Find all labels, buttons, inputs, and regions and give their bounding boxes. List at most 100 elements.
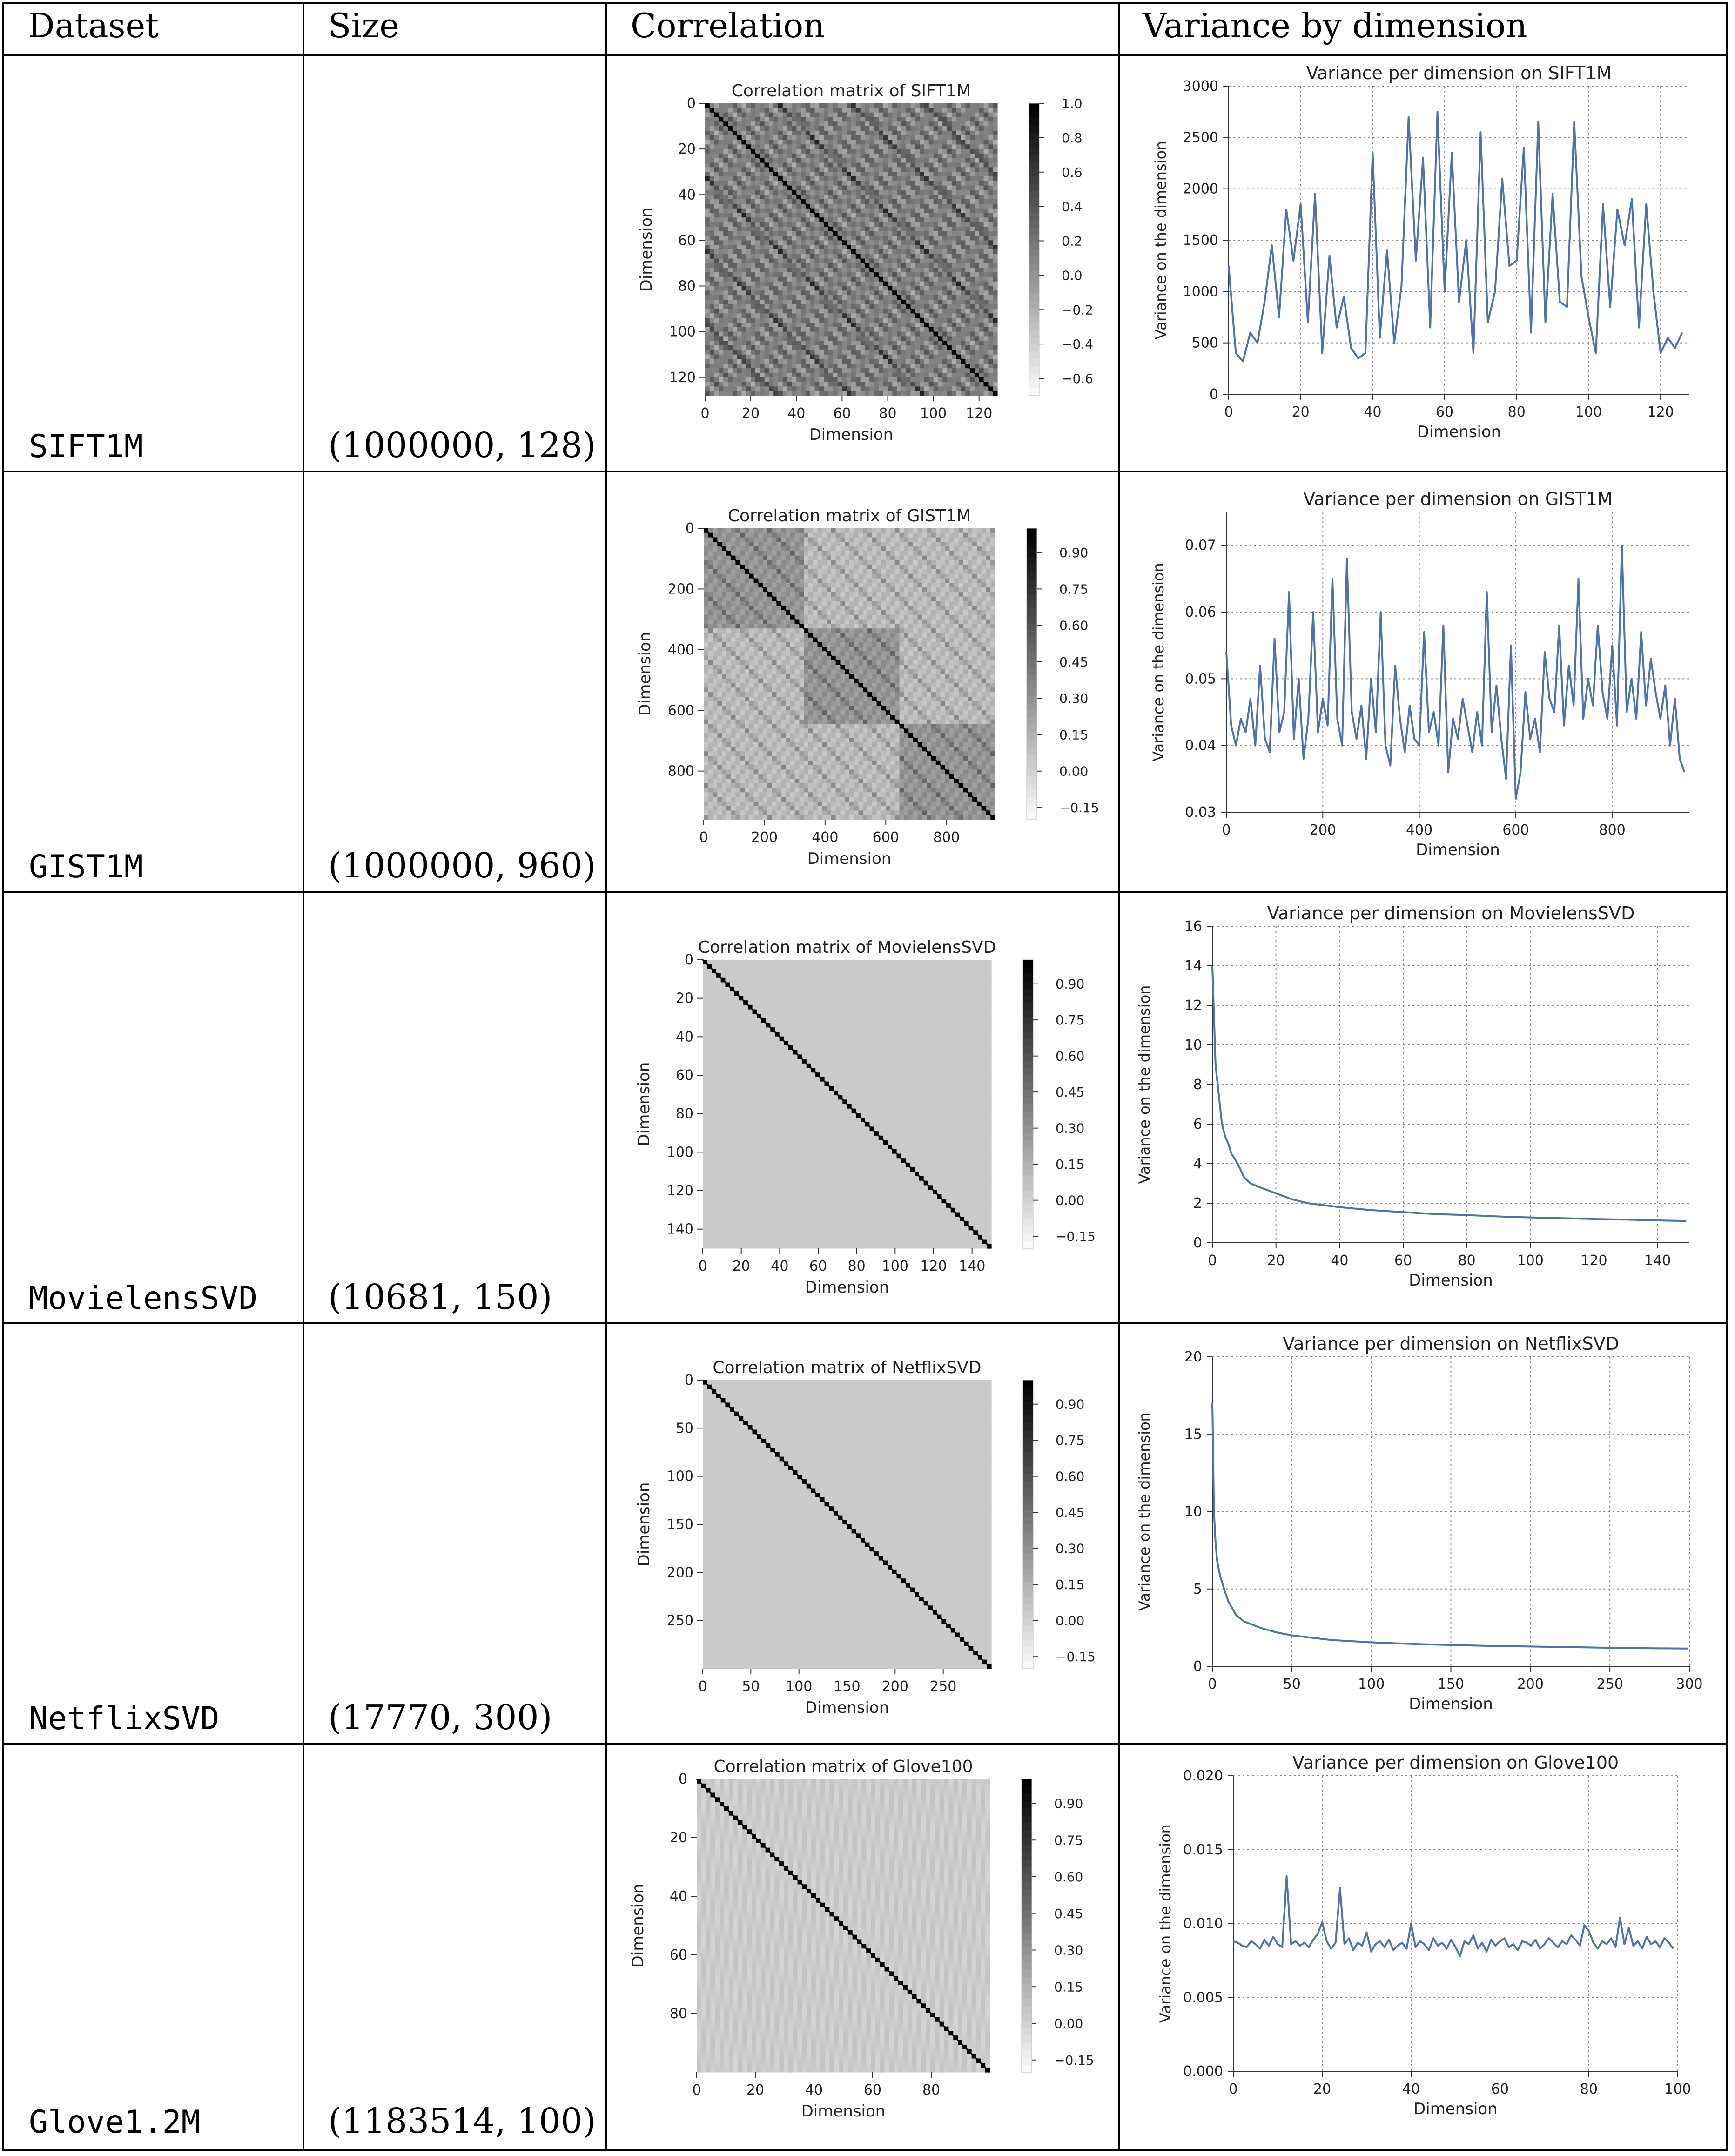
heatmap-cell xyxy=(956,391,961,396)
heatmap-cell xyxy=(801,154,806,158)
heatmap-cell xyxy=(874,222,879,227)
heatmap-cell xyxy=(970,217,975,222)
heatmap-cell xyxy=(879,213,883,218)
heatmap-cell xyxy=(796,304,801,309)
heatmap-cell xyxy=(874,108,879,113)
heatmap-cell xyxy=(801,135,806,140)
heatmap-cell xyxy=(920,167,924,172)
heatmap-cell xyxy=(959,551,963,556)
heatmap-cell xyxy=(733,167,737,172)
heatmap-cell xyxy=(947,231,952,236)
heatmap-cell xyxy=(745,560,749,565)
heatmap-cell xyxy=(970,213,975,218)
heatmap-cell xyxy=(705,222,710,227)
heatmap-cell xyxy=(851,149,856,154)
heatmap-cell xyxy=(988,172,993,176)
heatmap-cell xyxy=(970,359,975,364)
heatmap-cell xyxy=(988,259,993,263)
heatmap-cell xyxy=(854,546,859,551)
heatmap-cell xyxy=(815,318,820,323)
heatmap-cell xyxy=(749,542,754,546)
heatmap-cell xyxy=(856,245,861,249)
heatmap-cell xyxy=(865,245,869,249)
heatmap-cell xyxy=(879,350,883,355)
heatmap-cell xyxy=(751,254,755,259)
heatmap-cell xyxy=(897,144,901,149)
heatmap-cell xyxy=(952,131,956,135)
heatmap-cell xyxy=(773,176,778,181)
heatmap-cell xyxy=(984,135,989,140)
heatmap-cell xyxy=(749,546,754,551)
heatmap-cell xyxy=(828,272,833,277)
heatmap-cell xyxy=(815,309,820,314)
heatmap-cell xyxy=(833,364,838,368)
heatmap-cell xyxy=(883,144,888,149)
heatmap-cell xyxy=(787,300,792,304)
heatmap-cell xyxy=(728,359,733,364)
heatmap-cell xyxy=(796,227,801,231)
heatmap-cell xyxy=(888,236,893,241)
heatmap-cell xyxy=(881,565,886,569)
heatmap-cell xyxy=(970,290,975,295)
heatmap-cell xyxy=(842,131,847,135)
heatmap-cell xyxy=(934,254,938,259)
heatmap-cell xyxy=(892,373,897,377)
heatmap-cell xyxy=(929,195,934,199)
heatmap-cell xyxy=(746,158,751,163)
heatmap-cell xyxy=(929,355,934,359)
heatmap-cell xyxy=(952,263,956,268)
heatmap-cell xyxy=(892,391,897,396)
heatmap-cell xyxy=(979,386,984,391)
heatmap-cell xyxy=(934,172,938,176)
heatmap-cell xyxy=(865,163,869,168)
heatmap-cell xyxy=(929,373,934,377)
heatmap-cell xyxy=(941,533,945,538)
heatmap-cell xyxy=(778,217,783,222)
heatmap-cell xyxy=(710,323,714,327)
heatmap-cell xyxy=(824,149,828,154)
heatmap-cell xyxy=(942,186,947,190)
heatmap-cell xyxy=(965,282,970,286)
heatmap-cell xyxy=(984,121,989,126)
y-tick-label: 2000 xyxy=(1183,181,1218,197)
heatmap-cell xyxy=(947,332,952,337)
heatmap-cell xyxy=(956,304,961,309)
heatmap-cell xyxy=(856,176,861,181)
heatmap-cell xyxy=(988,300,993,304)
heatmap-cell xyxy=(795,560,800,565)
heatmap-cell xyxy=(961,323,966,327)
heatmap-cell xyxy=(733,227,737,231)
heatmap-cell xyxy=(869,368,874,373)
heatmap-cell xyxy=(728,386,733,391)
heatmap-cell xyxy=(833,355,838,359)
heatmap-cell xyxy=(746,154,751,158)
heatmap-cell xyxy=(869,121,874,126)
heatmap-cell xyxy=(824,167,828,172)
heatmap-cell xyxy=(719,240,723,245)
heatmap-cell xyxy=(827,574,831,579)
heatmap-cell xyxy=(906,231,911,236)
heatmap-cell xyxy=(831,528,836,533)
heatmap-cell xyxy=(845,533,849,538)
heatmap-cell xyxy=(963,546,968,551)
heatmap-cell xyxy=(751,186,755,190)
heatmap-cell xyxy=(765,149,769,154)
heatmap-cell xyxy=(865,131,869,135)
heatmap-cell xyxy=(947,213,952,218)
heatmap-cell xyxy=(833,377,838,382)
heatmap-cell xyxy=(883,195,888,199)
heatmap-cell xyxy=(851,144,856,149)
heatmap-cell xyxy=(869,382,874,387)
heatmap-cell xyxy=(968,546,972,551)
heatmap-cell xyxy=(892,282,897,286)
heatmap-cell xyxy=(924,190,929,195)
heatmap-cell xyxy=(979,163,984,168)
heatmap-cell xyxy=(828,364,833,368)
heatmap-cell xyxy=(801,209,806,213)
heatmap-cell xyxy=(897,236,901,241)
heatmap-cell xyxy=(920,117,924,121)
heatmap-cell xyxy=(859,579,863,583)
heatmap-cell xyxy=(938,222,942,227)
heatmap-cell xyxy=(819,386,824,391)
heatmap-cell xyxy=(783,209,787,213)
